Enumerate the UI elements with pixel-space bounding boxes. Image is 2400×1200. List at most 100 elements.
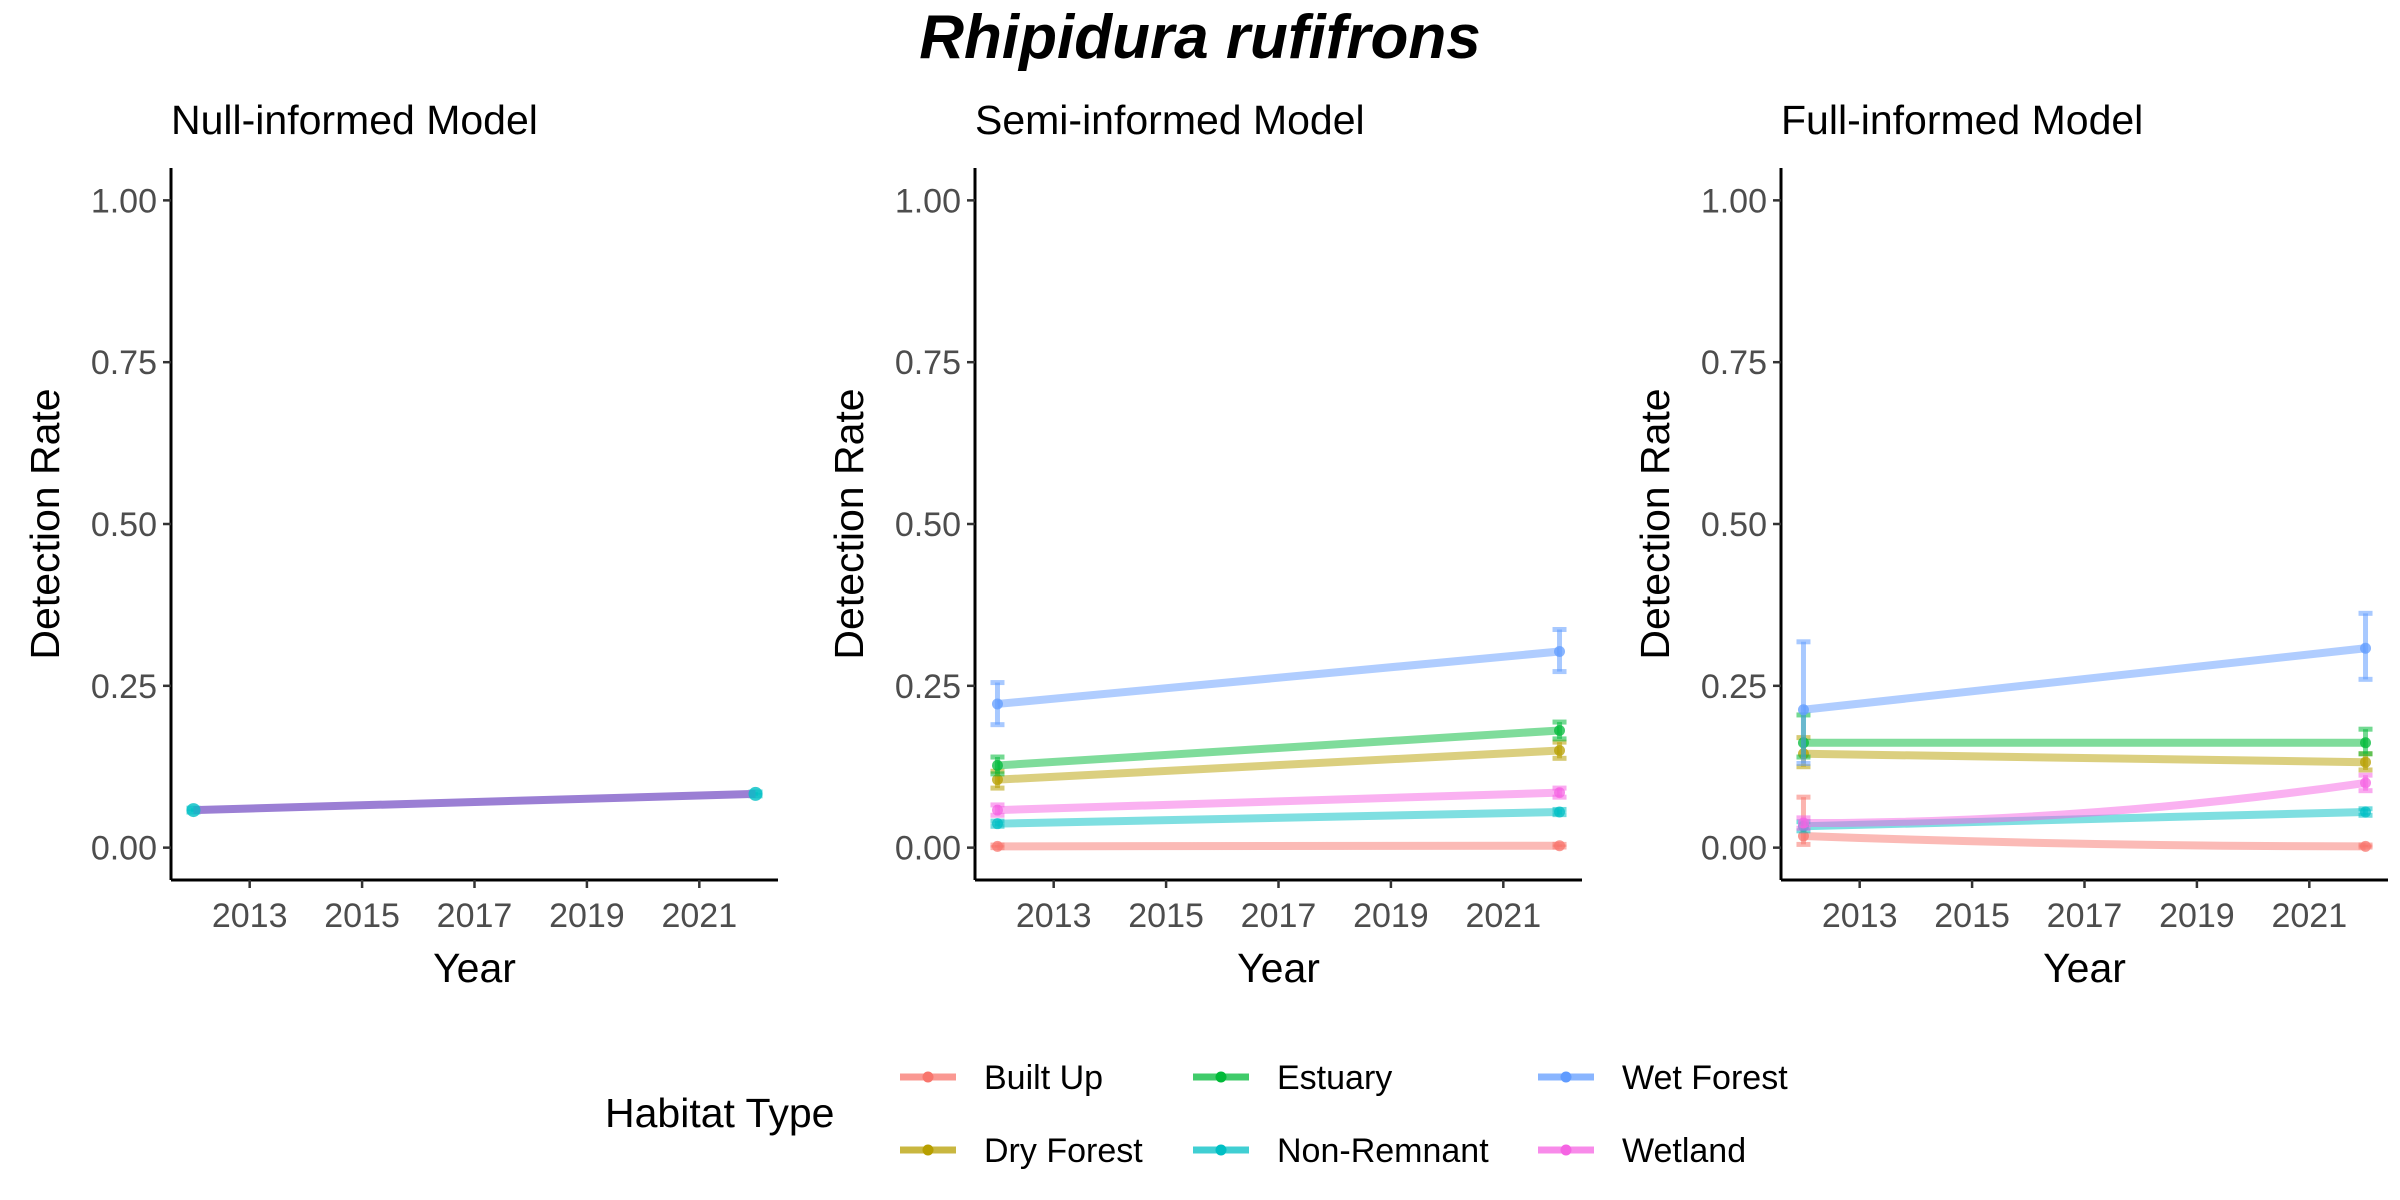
data-point bbox=[991, 774, 1003, 786]
y-tick-label: 1.00 bbox=[91, 182, 157, 220]
x-tick-label: 2013 bbox=[1822, 897, 1898, 935]
series-estuary bbox=[990, 719, 1567, 777]
legend-label: Wet Forest bbox=[1622, 1059, 1788, 1097]
panels: Null-informed Model 0.00 0.25 0.50 0.75 1.00 2… bbox=[22, 97, 2388, 991]
data-point bbox=[1554, 724, 1566, 736]
data-point bbox=[991, 759, 1003, 771]
series-line bbox=[1803, 831, 2366, 851]
legend-item-estuary: Estuary bbox=[1193, 1059, 1392, 1097]
data-point bbox=[1797, 817, 1809, 829]
series-line bbox=[997, 841, 1560, 851]
y-tick-label: 0.50 bbox=[91, 506, 157, 544]
y-axis-title: Detection Rate bbox=[22, 388, 68, 659]
legend-swatch-point bbox=[1215, 1071, 1227, 1083]
y-tick-label: 0.00 bbox=[895, 830, 961, 868]
legend-label: Built Up bbox=[984, 1059, 1103, 1097]
y-tick-label: 0.25 bbox=[895, 668, 961, 706]
legend: Habitat Type Built Up Dry Forest Estuary Non… bbox=[605, 1059, 1788, 1170]
legend-label: Wetland bbox=[1622, 1132, 1746, 1170]
data-point bbox=[2360, 840, 2372, 852]
data-point bbox=[2360, 756, 2372, 768]
series-line bbox=[1803, 644, 2366, 714]
legend-item-built-up: Built Up bbox=[900, 1059, 1103, 1097]
panel-2: Semi-informed Model 0.00 0.25 0.50 0.75 1.00 2… bbox=[826, 97, 1582, 991]
data-point bbox=[1554, 646, 1566, 658]
legend-swatch-point bbox=[1560, 1071, 1572, 1083]
data-point bbox=[2360, 806, 2372, 818]
legend-swatch-point bbox=[922, 1071, 934, 1083]
x-tick-label: 2021 bbox=[1465, 897, 1541, 935]
y-tick-label: 0.25 bbox=[91, 668, 157, 706]
legend-swatch-point bbox=[922, 1144, 934, 1156]
series-line bbox=[193, 789, 756, 815]
x-tick-label: 2017 bbox=[2047, 897, 2123, 935]
x-tick-label: 2019 bbox=[549, 897, 625, 935]
data-point bbox=[2360, 777, 2372, 789]
x-tick-label: 2019 bbox=[2159, 897, 2235, 935]
x-tick-label: 2015 bbox=[1934, 897, 2010, 935]
series-line bbox=[1803, 778, 2367, 828]
data-point bbox=[1554, 745, 1566, 757]
x-tick-label: 2019 bbox=[1353, 897, 1429, 935]
series-line bbox=[997, 788, 1560, 815]
series-estuary bbox=[1796, 712, 2373, 760]
y-tick-label: 0.25 bbox=[1701, 668, 1767, 706]
data-point bbox=[1554, 806, 1566, 818]
series-null bbox=[186, 786, 763, 818]
x-tick-label: 2021 bbox=[661, 897, 737, 935]
data-point bbox=[2360, 642, 2372, 654]
series-line bbox=[1803, 749, 2366, 767]
legend-label: Dry Forest bbox=[984, 1132, 1143, 1170]
data-point bbox=[991, 804, 1003, 816]
y-tick-label: 0.50 bbox=[895, 506, 961, 544]
x-tick-label: 2021 bbox=[2271, 897, 2347, 935]
data-point bbox=[748, 786, 763, 801]
x-tick-label: 2017 bbox=[1241, 897, 1317, 935]
data-point bbox=[991, 698, 1003, 710]
series-line bbox=[997, 726, 1560, 770]
legend-item-dry-forest: Dry Forest bbox=[900, 1132, 1143, 1170]
x-axis-title: Year bbox=[433, 945, 516, 991]
x-axis-title: Year bbox=[1237, 945, 1320, 991]
x-tick-label: 2013 bbox=[1016, 897, 1092, 935]
x-tick-label: 2015 bbox=[324, 897, 400, 935]
x-tick-label: 2015 bbox=[1128, 897, 1204, 935]
y-tick-label: 0.00 bbox=[91, 830, 157, 868]
data-point bbox=[1797, 704, 1809, 716]
y-axis-title: Detection Rate bbox=[1632, 388, 1678, 659]
y-tick-label: 0.75 bbox=[895, 344, 961, 382]
series-wet-forest bbox=[990, 627, 1567, 728]
x-axis-title: Year bbox=[2043, 945, 2126, 991]
y-tick-label: 0.00 bbox=[1701, 830, 1767, 868]
series-line bbox=[997, 808, 1560, 828]
panel-title: Full-informed Model bbox=[1781, 97, 2143, 143]
y-tick-label: 0.75 bbox=[91, 344, 157, 382]
series-built-up bbox=[990, 840, 1567, 852]
chart-title: Rhipidura rufifrons bbox=[919, 3, 1480, 72]
legend-swatch-point bbox=[1560, 1144, 1572, 1156]
legend-label: Estuary bbox=[1277, 1059, 1392, 1097]
data-point bbox=[991, 818, 1003, 830]
series-line bbox=[997, 746, 1560, 784]
legend-item-wetland: Wetland bbox=[1538, 1132, 1746, 1170]
legend-item-wet-forest: Wet Forest bbox=[1538, 1059, 1788, 1097]
series-dry-forest bbox=[990, 739, 1567, 791]
series-wet-forest bbox=[1796, 610, 2373, 766]
y-axis-title: Detection Rate bbox=[826, 388, 872, 659]
panel-title: Semi-informed Model bbox=[975, 97, 1365, 143]
data-point bbox=[1554, 840, 1566, 852]
y-tick-label: 1.00 bbox=[895, 182, 961, 220]
series-wetland bbox=[1796, 772, 2373, 831]
legend-label: Non-Remnant bbox=[1277, 1132, 1489, 1170]
y-tick-label: 0.75 bbox=[1701, 344, 1767, 382]
legend-item-non-remnant: Non-Remnant bbox=[1193, 1132, 1489, 1170]
legend-swatch-point bbox=[1215, 1144, 1227, 1156]
data-point bbox=[991, 840, 1003, 852]
data-point bbox=[186, 803, 201, 818]
panel-3: Full-informed Model 0.00 0.25 0.50 0.75 1.00 2… bbox=[1632, 97, 2388, 991]
panel-1: Null-informed Model 0.00 0.25 0.50 0.75 1.00 2… bbox=[22, 97, 778, 991]
x-tick-label: 2013 bbox=[212, 897, 288, 935]
y-tick-label: 1.00 bbox=[1701, 182, 1767, 220]
series-line bbox=[997, 647, 1560, 708]
